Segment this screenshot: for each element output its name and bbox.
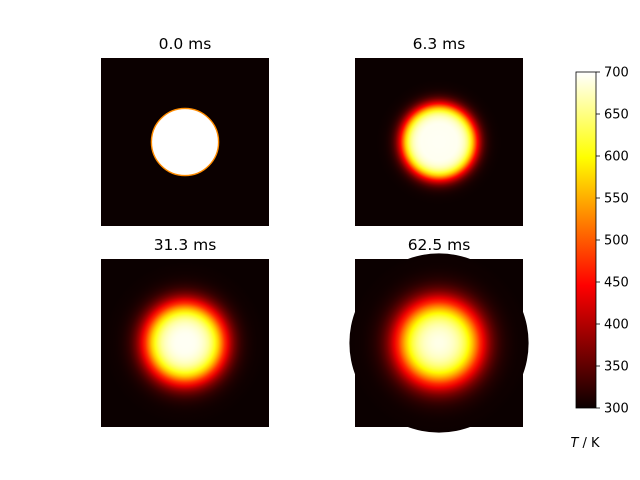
colorbar-tick-label: 450 (604, 276, 629, 291)
panel-title: 0.0 ms (159, 35, 212, 53)
colorbar-label-unit: / K (578, 436, 600, 451)
colorbar-label-symbol: T (570, 436, 579, 451)
panel-title: 6.3 ms (413, 35, 466, 53)
colorbar: 300 350 400 450 500 550 600 650 700 T / K (570, 66, 628, 452)
colorbar-tick-label: 650 (604, 108, 629, 123)
colorbar-ticks: 300 350 400 450 500 550 600 650 700 (596, 66, 629, 417)
hot-spot (349, 253, 529, 433)
heatmap-panel: 6.3 ms (355, 35, 523, 226)
hot-spot-edge (150, 107, 220, 177)
colorbar-tick-label: 550 (604, 192, 629, 207)
panel-title: 62.5 ms (408, 236, 471, 254)
colorbar-label: T / K (570, 436, 600, 451)
colorbar-tick-label: 400 (604, 318, 629, 333)
heatmap-panels: 0.0 ms 6.3 ms 31.3 ms 62.5 ms (101, 35, 529, 433)
heatmap-panel: 0.0 ms (101, 35, 269, 226)
heatmap-panel: 31.3 ms (101, 236, 269, 427)
hot-spot (105, 263, 265, 423)
hot-spot (377, 80, 501, 204)
heatmap-panel: 62.5 ms (349, 236, 529, 433)
colorbar-tick-label: 700 (604, 66, 629, 81)
colorbar-tick-label: 300 (604, 402, 629, 417)
colorbar-tick-label: 600 (604, 150, 629, 165)
colorbar-tick-label: 350 (604, 360, 629, 375)
colorbar-gradient (575, 71, 597, 409)
panel-title: 31.3 ms (154, 236, 217, 254)
colorbar-tick-label: 500 (604, 234, 629, 249)
